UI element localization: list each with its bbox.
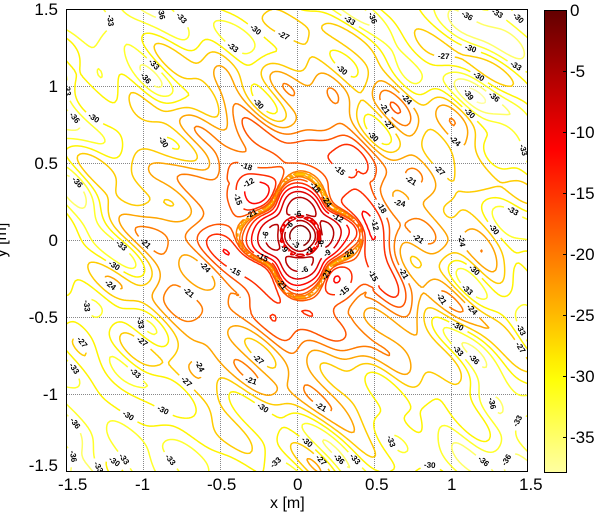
svg-text:-33: -33 (163, 452, 178, 467)
svg-text:-21: -21 (411, 232, 426, 246)
svg-text:-33: -33 (517, 143, 528, 157)
svg-text:-18: -18 (240, 161, 254, 173)
svg-text:-33: -33 (511, 413, 525, 428)
svg-text:-33: -33 (451, 343, 466, 358)
svg-text:-6: -6 (260, 230, 271, 240)
svg-text:-9: -9 (304, 245, 315, 257)
svg-text:-9: -9 (322, 247, 333, 259)
svg-text:-36: -36 (68, 450, 79, 463)
svg-text:-36: -36 (332, 452, 347, 467)
svg-text:-12: -12 (241, 176, 256, 190)
svg-text:-33: -33 (514, 323, 528, 338)
svg-text:-12: -12 (369, 218, 381, 232)
svg-text:-33: -33 (385, 434, 397, 448)
svg-text:-30: -30 (451, 320, 466, 334)
svg-text:-24: -24 (193, 359, 206, 374)
svg-text:-6: -6 (316, 239, 325, 247)
svg-text:-30: -30 (251, 96, 266, 111)
svg-text:-36: -36 (138, 71, 153, 86)
svg-text:-33: -33 (135, 316, 146, 329)
svg-text:-33: -33 (225, 40, 240, 54)
svg-text:-30: -30 (121, 409, 136, 423)
svg-text:-36: -36 (476, 454, 491, 469)
svg-text:-33: -33 (67, 361, 81, 376)
svg-text:-21: -21 (138, 236, 153, 251)
svg-text:-27: -27 (438, 52, 451, 62)
svg-text:-36: -36 (486, 397, 497, 411)
svg-text:-36: -36 (156, 9, 167, 21)
svg-text:-36: -36 (70, 175, 85, 190)
svg-text:-33: -33 (147, 57, 162, 72)
svg-text:-27: -27 (251, 352, 266, 367)
svg-text:-30: -30 (248, 23, 263, 38)
svg-text:-24: -24 (448, 134, 463, 149)
svg-text:-36: -36 (460, 9, 475, 23)
svg-text:-24: -24 (456, 234, 467, 247)
svg-text:-27: -27 (75, 335, 90, 350)
svg-text:-30: -30 (487, 222, 502, 237)
svg-text:-27: -27 (432, 163, 447, 178)
svg-text:-30: -30 (300, 435, 315, 450)
svg-text:-36: -36 (500, 452, 514, 467)
svg-text:-33: -33 (105, 14, 115, 27)
svg-text:-21: -21 (397, 266, 411, 281)
svg-text:-30: -30 (471, 70, 486, 84)
svg-text:-33: -33 (342, 14, 357, 28)
svg-text:-21: -21 (181, 285, 196, 300)
svg-text:-36: -36 (487, 90, 502, 105)
svg-text:-21: -21 (404, 174, 419, 188)
svg-text:-33: -33 (82, 300, 92, 313)
svg-text:-27: -27 (135, 335, 150, 350)
svg-text:-30: -30 (156, 403, 171, 417)
svg-text:-33: -33 (92, 460, 106, 472)
svg-text:-24: -24 (465, 302, 480, 317)
svg-text:-33: -33 (506, 204, 521, 218)
svg-text:-30: -30 (467, 263, 482, 278)
svg-text:-30: -30 (511, 11, 526, 26)
svg-text:-30: -30 (107, 259, 122, 273)
svg-text:-36: -36 (67, 111, 82, 126)
svg-text:-30: -30 (464, 42, 478, 55)
svg-text:-33: -33 (348, 452, 363, 467)
svg-text:-24: -24 (393, 198, 407, 209)
svg-text:-27: -27 (513, 340, 527, 355)
svg-text:-6: -6 (300, 264, 311, 275)
svg-text:-33: -33 (268, 455, 283, 470)
svg-text:-15: -15 (332, 163, 347, 178)
svg-text:-15: -15 (366, 268, 380, 283)
svg-text:-33: -33 (509, 59, 524, 73)
svg-text:-33: -33 (174, 11, 189, 26)
svg-text:-30: -30 (335, 63, 350, 78)
svg-text:-30: -30 (424, 460, 437, 470)
svg-text:-24: -24 (399, 92, 414, 107)
svg-text:-33: -33 (66, 84, 73, 97)
svg-text:-33: -33 (490, 9, 505, 21)
svg-text:-33: -33 (128, 366, 143, 381)
svg-text:-27: -27 (276, 29, 291, 42)
svg-text:-24: -24 (198, 260, 213, 275)
svg-text:-6: -6 (294, 209, 302, 218)
svg-text:-18: -18 (375, 200, 389, 215)
svg-text:-15: -15 (232, 192, 245, 206)
